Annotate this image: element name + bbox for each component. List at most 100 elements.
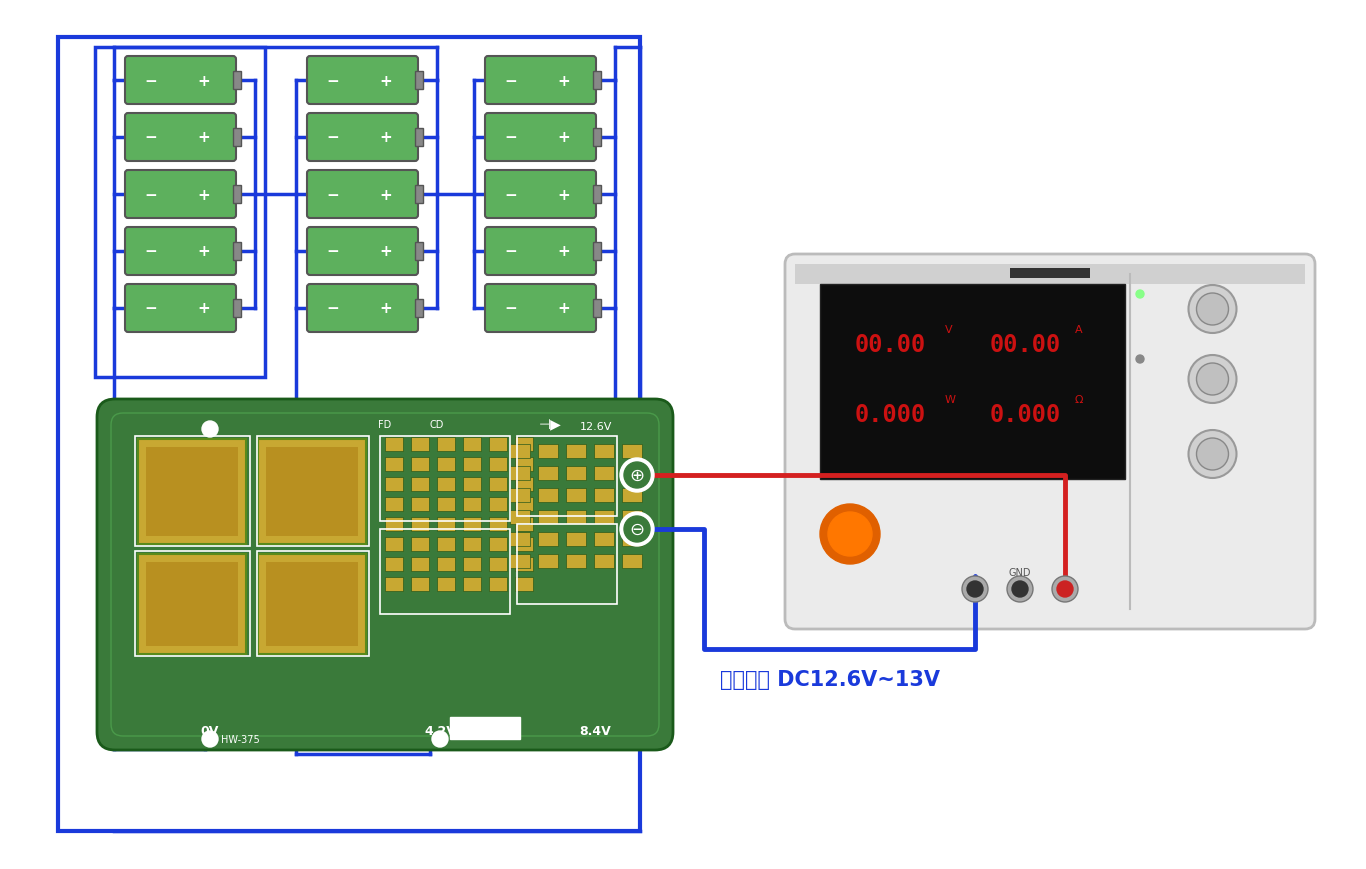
Bar: [538, 510, 557, 524]
Text: +: +: [197, 73, 210, 89]
Bar: [96, 48, 265, 377]
Text: −: −: [145, 244, 157, 259]
Bar: [594, 554, 613, 568]
Circle shape: [962, 576, 988, 602]
Bar: [538, 488, 557, 502]
Bar: [463, 577, 481, 591]
Bar: [437, 497, 455, 512]
Bar: [135, 436, 250, 547]
Text: 输入电压 DC12.6V~13V: 输入电压 DC12.6V~13V: [720, 669, 940, 689]
Bar: [820, 285, 1126, 480]
Bar: [538, 554, 557, 568]
Circle shape: [204, 733, 217, 746]
Bar: [437, 577, 455, 591]
Text: FD: FD: [378, 420, 391, 429]
Text: −: −: [326, 188, 340, 202]
Bar: [538, 533, 557, 547]
Circle shape: [1197, 439, 1228, 470]
Bar: [593, 71, 601, 90]
Bar: [594, 533, 613, 547]
Text: −: −: [145, 188, 157, 202]
FancyBboxPatch shape: [126, 57, 236, 105]
Bar: [463, 517, 481, 531]
Bar: [385, 537, 403, 551]
Text: +: +: [197, 302, 210, 316]
Circle shape: [1188, 355, 1236, 403]
Circle shape: [820, 504, 880, 564]
Text: 12.6V: 12.6V: [581, 421, 612, 432]
Bar: [463, 437, 481, 452]
Bar: [510, 467, 530, 481]
Bar: [138, 440, 246, 544]
Circle shape: [620, 513, 654, 547]
Circle shape: [624, 516, 650, 542]
Bar: [622, 488, 642, 502]
Bar: [385, 477, 403, 492]
Bar: [411, 457, 429, 472]
Text: 4.2V: 4.2V: [423, 724, 456, 737]
Text: +: +: [380, 244, 392, 259]
Text: −: −: [326, 244, 340, 259]
Text: 00.00: 00.00: [854, 333, 926, 356]
Bar: [516, 524, 617, 604]
Bar: [385, 557, 403, 571]
Text: 0V: 0V: [201, 724, 219, 737]
Text: HW-375: HW-375: [221, 734, 260, 744]
Text: −: −: [504, 130, 518, 145]
Text: 0.000: 0.000: [989, 402, 1060, 427]
Bar: [146, 562, 238, 647]
Bar: [510, 488, 530, 502]
Bar: [510, 510, 530, 524]
Text: +: +: [197, 244, 210, 259]
Bar: [515, 437, 533, 452]
Text: −: −: [504, 188, 518, 202]
Bar: [622, 444, 642, 459]
Bar: [415, 129, 423, 147]
Bar: [516, 436, 617, 516]
FancyBboxPatch shape: [307, 171, 418, 219]
Bar: [515, 537, 533, 551]
Circle shape: [624, 462, 650, 488]
Bar: [411, 497, 429, 512]
Text: −: −: [326, 130, 340, 145]
Bar: [515, 577, 533, 591]
Circle shape: [433, 733, 447, 746]
Bar: [57, 38, 641, 831]
FancyBboxPatch shape: [785, 255, 1315, 629]
Bar: [258, 440, 366, 544]
Text: +: +: [380, 73, 392, 89]
Text: −: −: [145, 130, 157, 145]
Bar: [415, 242, 423, 262]
Bar: [510, 554, 530, 568]
Bar: [594, 510, 613, 524]
Bar: [234, 185, 240, 204]
Bar: [489, 497, 507, 512]
Circle shape: [1057, 581, 1074, 597]
Bar: [622, 510, 642, 524]
Bar: [411, 577, 429, 591]
Bar: [593, 242, 601, 262]
FancyBboxPatch shape: [307, 228, 418, 275]
Bar: [489, 457, 507, 472]
Text: 0.000: 0.000: [854, 402, 926, 427]
Bar: [463, 457, 481, 472]
Bar: [266, 448, 358, 536]
Bar: [566, 510, 586, 524]
Text: +: +: [380, 188, 392, 202]
Bar: [795, 265, 1305, 285]
Bar: [538, 444, 557, 459]
Bar: [489, 537, 507, 551]
Circle shape: [1197, 294, 1228, 326]
Circle shape: [620, 459, 654, 493]
Text: −: −: [145, 73, 157, 89]
Bar: [538, 467, 557, 481]
Bar: [258, 554, 366, 654]
Circle shape: [432, 731, 448, 747]
Text: ⊕: ⊕: [630, 467, 645, 484]
FancyBboxPatch shape: [126, 228, 236, 275]
Text: +: +: [557, 73, 570, 89]
Bar: [510, 533, 530, 547]
Bar: [411, 517, 429, 531]
Bar: [593, 299, 601, 318]
Bar: [138, 554, 246, 654]
